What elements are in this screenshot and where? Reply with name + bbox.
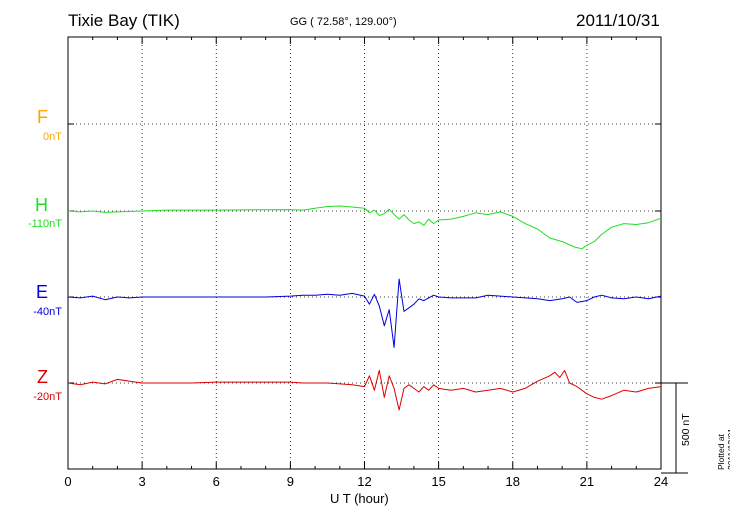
series-label-e: E: [35, 282, 48, 302]
x-axis-title: U T (hour): [330, 491, 389, 506]
series-label-h: H: [35, 195, 48, 215]
station-coordinates: GG ( 72.58°, 129.00°): [290, 16, 397, 28]
x-tick-label: 9: [287, 474, 294, 489]
x-tick-label: 15: [431, 474, 445, 489]
series-label-f: F: [37, 107, 48, 127]
scale-bar-label: 500 nT: [680, 413, 692, 446]
x-tick-label: 24: [654, 474, 668, 489]
x-tick-label: 18: [506, 474, 520, 489]
x-tick-label: 12: [357, 474, 371, 489]
series-offset-e: -40nT: [33, 306, 62, 318]
series-offset-h: -110nT: [27, 218, 62, 230]
series-line-h: [67, 205, 662, 250]
series-line-e: [67, 278, 662, 348]
x-tick-label: 21: [580, 474, 594, 489]
x-tick-label: 6: [213, 474, 220, 489]
series-line-z: [67, 369, 662, 411]
series-offset-f: 0nT: [43, 131, 62, 143]
series-label-z: Z: [37, 367, 48, 387]
station-title: Tixie Bay (TIK): [68, 11, 180, 30]
plot-date: 2011/10/31: [576, 11, 660, 30]
x-tick-label: 3: [139, 474, 146, 489]
series-offset-z: -20nT: [33, 391, 62, 403]
plotted-timestamp: Plotted at 2011/12/01 00:59 UT: [716, 428, 730, 470]
x-tick-label: 0: [64, 474, 71, 489]
